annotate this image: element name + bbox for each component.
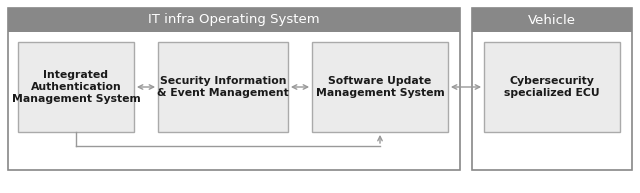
Text: Integrated
Authentication
Management System: Integrated Authentication Management Sys… bbox=[12, 70, 140, 104]
Bar bbox=[8, 8, 460, 170]
Bar bbox=[18, 42, 134, 132]
Bar bbox=[472, 8, 632, 32]
Bar bbox=[158, 42, 288, 132]
Bar bbox=[472, 8, 632, 170]
Bar bbox=[484, 42, 620, 132]
Bar bbox=[8, 8, 460, 32]
Text: Cybersecurity
specialized ECU: Cybersecurity specialized ECU bbox=[504, 76, 600, 98]
Bar bbox=[312, 42, 448, 132]
Text: Security Information
& Event Management: Security Information & Event Management bbox=[157, 76, 289, 98]
Text: Software Update
Management System: Software Update Management System bbox=[316, 76, 444, 98]
Text: IT infra Operating System: IT infra Operating System bbox=[148, 14, 320, 26]
Text: Vehicle: Vehicle bbox=[528, 14, 576, 26]
